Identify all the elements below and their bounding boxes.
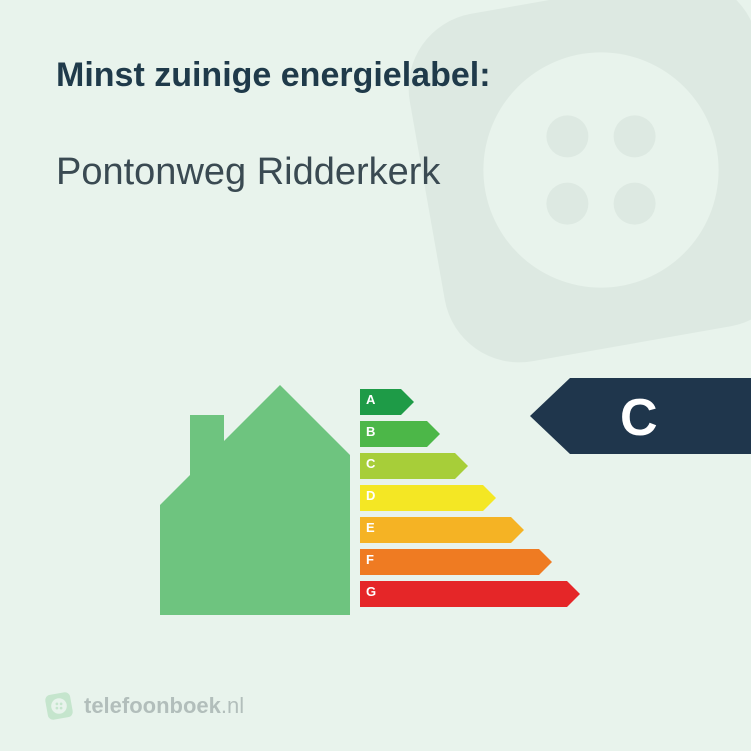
location-subtitle: Pontonweg Ridderkerk [56, 151, 695, 194]
energy-bar-label: E [366, 520, 375, 535]
energy-bar-label: G [366, 584, 376, 599]
energy-bar-label: F [366, 552, 374, 567]
brand-name-thin: .nl [221, 693, 244, 718]
energy-bar-label: D [366, 488, 375, 503]
brand-icon [44, 691, 74, 721]
brand-text: telefoonboek.nl [84, 693, 244, 719]
energy-bar-label: B [366, 424, 375, 439]
energy-rating-callout: C [530, 378, 751, 459]
energy-bar-label: C [366, 456, 375, 471]
energy-bar-label: A [366, 392, 375, 407]
house-icon [160, 375, 350, 615]
brand-name-bold: telefoonboek [84, 693, 221, 718]
footer-brand: telefoonboek.nl [44, 691, 244, 721]
energy-rating-letter: C [620, 388, 658, 448]
page-title: Minst zuinige energielabel: [56, 56, 695, 95]
